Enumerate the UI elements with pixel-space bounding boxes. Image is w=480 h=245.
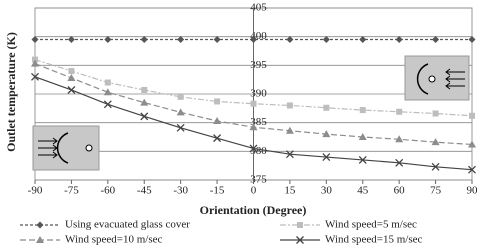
x-tick-label: 0 <box>251 185 257 197</box>
marker <box>285 150 294 159</box>
x-tick-label: -45 <box>137 185 152 197</box>
marker <box>68 68 75 75</box>
legend-label: Wind speed=5 m/sec <box>325 219 417 231</box>
marker <box>322 153 331 162</box>
marker <box>285 126 294 134</box>
x-tick-label: -30 <box>173 185 188 197</box>
marker <box>140 112 149 121</box>
x-tick-label: 75 <box>430 185 442 197</box>
marker <box>213 116 222 124</box>
legend-marker <box>296 236 304 244</box>
marker <box>104 79 111 86</box>
marker <box>469 112 475 119</box>
marker <box>103 100 112 109</box>
marker <box>103 88 112 96</box>
marker <box>395 158 404 167</box>
marker <box>359 36 367 44</box>
icon-left <box>32 125 100 171</box>
marker <box>67 86 76 94</box>
marker <box>249 123 258 131</box>
marker <box>104 36 112 44</box>
legend-marker <box>36 236 44 243</box>
marker <box>431 162 440 171</box>
marker <box>468 165 476 174</box>
x-tick-label: 15 <box>284 185 296 197</box>
marker <box>322 130 331 138</box>
marker <box>359 107 366 114</box>
marker <box>468 140 476 148</box>
x-tick-label: 90 <box>467 185 479 197</box>
y-tick-label: 395 <box>250 59 267 71</box>
y-tick-label: 385 <box>250 116 267 128</box>
marker <box>358 155 367 164</box>
marker <box>140 98 149 106</box>
marker <box>249 144 258 153</box>
marker <box>31 72 39 81</box>
legend-label: Using evacuated glass cover <box>65 219 190 231</box>
marker <box>67 73 76 81</box>
marker <box>322 36 330 44</box>
marker <box>177 36 185 44</box>
marker <box>32 56 38 63</box>
x-tick-label: 30 <box>321 185 333 197</box>
marker <box>31 59 39 67</box>
marker <box>286 36 294 44</box>
marker <box>395 36 403 44</box>
x-tick-label: 60 <box>394 185 406 197</box>
marker <box>213 36 221 44</box>
marker <box>358 133 367 140</box>
x-tick-label: -90 <box>28 185 43 197</box>
y-tick-label: 390 <box>250 88 267 100</box>
marker <box>250 100 257 107</box>
x-tick-label: -15 <box>210 185 225 197</box>
marker <box>431 138 440 146</box>
marker <box>432 110 439 117</box>
legend-marker <box>36 221 44 229</box>
marker <box>395 135 404 143</box>
marker <box>176 123 185 132</box>
y-tick-label: 380 <box>250 145 267 157</box>
x-tick-label: -75 <box>64 185 79 197</box>
y-axis-title: Outlet temperature (K) <box>4 32 18 152</box>
y-tick-label: 375 <box>250 174 267 186</box>
marker <box>177 93 184 100</box>
x-axis-title: Orientation (Degree) <box>200 203 307 217</box>
marker <box>323 104 330 111</box>
marker <box>31 36 39 44</box>
marker <box>432 36 440 44</box>
marker <box>286 102 293 109</box>
marker <box>176 108 185 116</box>
marker <box>140 36 148 44</box>
marker <box>214 98 221 105</box>
marker <box>67 36 75 44</box>
legend-label: Wind speed=15 m/sec <box>325 234 423 245</box>
icon-right <box>404 55 470 101</box>
marker <box>213 134 222 143</box>
marker <box>250 36 257 44</box>
marker <box>396 108 403 115</box>
marker <box>468 36 476 44</box>
legend-marker <box>297 222 303 228</box>
y-tick-label: 405 <box>250 2 267 14</box>
x-tick-label: 45 <box>357 185 369 197</box>
legend-label: Wind speed=10 m/sec <box>65 234 163 245</box>
marker <box>141 86 148 93</box>
x-tick-label: -60 <box>100 185 115 197</box>
